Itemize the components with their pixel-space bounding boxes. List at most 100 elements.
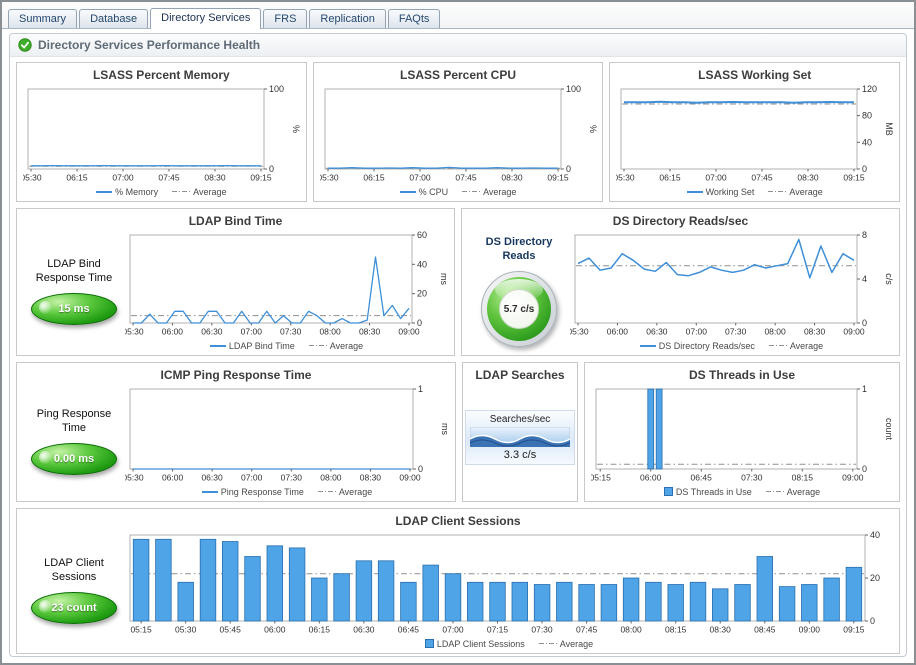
legend-bar-marker: [424, 639, 434, 648]
chart-legend: LDAP Bind Time Average: [125, 339, 448, 352]
x-tick-label: 08:00: [319, 327, 341, 337]
y-tick-label: 0: [417, 318, 422, 328]
panel-body: DS Directory Reads 5.7 c/s 0 4 8 c/s 05:30 06…: [462, 229, 899, 355]
panel-ds-threads-in-use: DS Threads in Use 0 1 count 05:15 06:00 06:45…: [584, 362, 900, 502]
bar: [400, 581, 417, 622]
chart-legend: Ping Response Time Average: [125, 485, 449, 498]
x-tick-label: 06:00: [264, 625, 286, 635]
tab-directory-services[interactable]: Directory Services: [150, 8, 262, 29]
x-tick-label: 07:00: [241, 473, 263, 483]
chart-ping-response-time: 0 1 ms 05:30 06:00 06:30 07:00 07:30 08:00 08:30 0…: [125, 384, 449, 498]
ping-response-gauge: 0.00 ms: [31, 443, 117, 476]
legend-item-series: LDAP Bind Time: [209, 341, 295, 351]
tab-summary[interactable]: Summary: [8, 9, 78, 28]
x-tick-label: 09:00: [398, 327, 420, 337]
y-tick-label: 100: [269, 84, 284, 94]
chart-canvas: 0 1 ms 05:30 06:00 06:30 07:00 07:30 08:00 08:30 0…: [125, 384, 449, 483]
x-tick-label: 06:15: [363, 173, 385, 183]
x-tick-label: 09:00: [842, 473, 864, 483]
bar: [244, 556, 261, 622]
legend-series-label: % CPU: [418, 186, 449, 197]
x-tick-label: 08:15: [792, 473, 814, 483]
y-tick-label: 120: [862, 84, 877, 94]
gauge-value: 0.00 ms: [53, 453, 95, 466]
y-axis-unit: ms: [440, 423, 449, 435]
y-axis-unit: c/s: [884, 273, 893, 285]
chart-legend: LDAP Client Sessions Average: [125, 637, 893, 650]
gauge-label: Ping Response Time: [36, 407, 112, 434]
bar: [823, 577, 840, 622]
legend-item-average: Average: [765, 487, 820, 497]
x-tick-label: 09:15: [547, 173, 569, 183]
legend-item-series: DS Directory Reads/sec: [639, 341, 755, 351]
y-axis-unit: MB: [884, 122, 893, 136]
bar: [655, 388, 663, 470]
plot-area: [324, 88, 562, 170]
legend-item-average: Average: [317, 486, 373, 497]
legend-series-label: DS Threads in Use: [675, 486, 752, 497]
x-tick-label: 06:15: [309, 625, 331, 635]
x-tick-label: 05:30: [570, 327, 589, 337]
panel-body: LDAP Client Sessions 23 count 0 20 40 05:15…: [17, 529, 899, 653]
legend-average-label: Average: [338, 486, 373, 497]
legend-series-label: LDAP Client Sessions: [436, 638, 525, 649]
searches-rate-label: Searches/sec: [489, 413, 551, 425]
chart-ldap-bind-time: 0 20 40 60 ms 05:30 06:00 06:30 07:00 07:30 08:00 0…: [125, 230, 448, 352]
x-tick-label: 06:30: [353, 625, 375, 635]
plot-area: [595, 388, 858, 470]
y-tick-label: 40: [862, 137, 872, 147]
chart-ds-threads-in-use: 0 1 count 05:15 06:00 06:45 07:30 08:15 09:00 DS …: [591, 384, 893, 498]
legend-item-series: % Memory: [96, 187, 158, 197]
chart-canvas: 0 100% 05:30 06:15 07:00 07:45 08:30 09:15: [320, 84, 597, 183]
panel-lsass-working-set: LSASS Working Set 0 40 80 120 MB 05:30 06:15 07…: [609, 62, 901, 202]
x-tick-label: 06:45: [691, 473, 713, 483]
tab-faqts[interactable]: FAQts: [387, 9, 441, 28]
tab-frs[interactable]: FRS: [263, 9, 308, 28]
bar: [533, 584, 551, 622]
chart-legend: % CPU Average: [320, 185, 597, 198]
x-tick-label: 08:15: [665, 625, 687, 635]
dashboard-content: LSASS Percent Memory 0 100% 05:30 06:15 07:0…: [10, 57, 906, 656]
dashboard-row-4: LDAP Client Sessions LDAP Client Session…: [16, 508, 900, 654]
legend-item-average: Average: [538, 639, 593, 649]
legend-bar-marker: [663, 487, 673, 496]
panel-ldap-bind-time: LDAP Bind Time LDAP Bind Response Time 1…: [16, 208, 455, 356]
tab-database[interactable]: Database: [79, 9, 149, 28]
y-tick-label: 0: [418, 464, 423, 474]
x-tick-label: 09:15: [843, 625, 865, 635]
y-tick-label: 0: [862, 318, 867, 328]
x-tick-label: 08:30: [798, 173, 820, 183]
panel-title: LDAP Searches: [475, 368, 565, 382]
y-axis-unit: %: [291, 125, 300, 133]
panel-title: LSASS Percent Memory: [92, 68, 230, 82]
legend-item-average: Average: [768, 186, 823, 197]
x-tick-label: 07:30: [741, 473, 763, 483]
x-tick-label: 06:30: [201, 327, 223, 337]
bar: [311, 577, 328, 622]
x-tick-label: 07:45: [158, 173, 180, 183]
performance-health-section: Directory Services Performance Health LS…: [9, 33, 907, 657]
panel-title: DS Directory Reads/sec: [612, 214, 749, 228]
x-tick-label: 07:00: [409, 173, 431, 183]
x-tick-label: 07:45: [455, 173, 477, 183]
chart-ds-directory-reads: 0 4 8 c/s 05:30 06:00 06:30 07:00 07:30 08:00 08:3…: [570, 230, 893, 352]
bar: [645, 581, 662, 622]
chart-canvas: 0 1 count 05:15 06:00 06:45 07:30 08:15 09:00: [591, 384, 893, 483]
bar: [556, 581, 573, 622]
x-tick-label: 07:45: [752, 173, 774, 183]
legend-average-marker: [538, 643, 557, 644]
dashboard-row-3: ICMP Ping Response Time Ping Response Ti…: [16, 362, 900, 502]
y-tick-label: 4: [862, 274, 867, 284]
legend-average-marker: [768, 191, 787, 192]
x-tick-label: 08:30: [204, 173, 226, 183]
panel-body: LDAP Bind Response Time 15 ms 0204060ms0…: [17, 229, 454, 355]
bar: [177, 581, 194, 622]
ldap-bind-response-gauge: 15 ms: [31, 293, 117, 326]
legend-item-average: Average: [768, 341, 823, 351]
tab-replication[interactable]: Replication: [309, 9, 386, 28]
legend-average-label: Average: [789, 186, 823, 197]
x-tick-label: 07:00: [686, 327, 708, 337]
bar: [444, 573, 462, 622]
panel-title: LSASS Working Set: [698, 68, 812, 82]
searches-rate-value: 3.3 c/s: [503, 448, 537, 461]
